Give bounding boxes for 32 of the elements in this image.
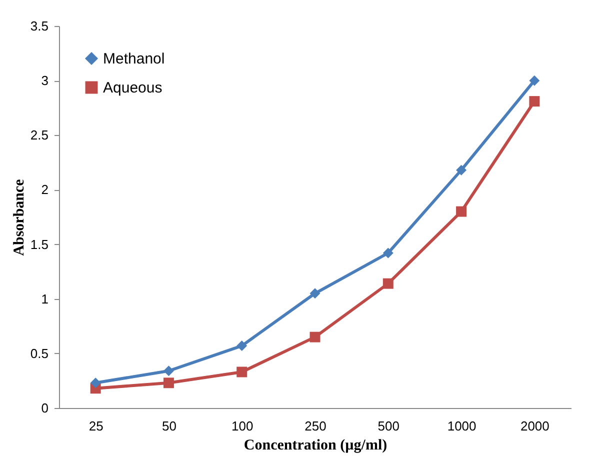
point <box>310 288 320 299</box>
y-tick-label: 1.5 <box>30 236 48 252</box>
x-tick-label: 100 <box>232 418 254 434</box>
point <box>310 332 320 342</box>
x-tick-label: 1000 <box>447 418 476 434</box>
x-tick-label: 250 <box>304 418 326 434</box>
point <box>90 378 101 388</box>
y-tick-label: 0 <box>41 400 48 416</box>
x-tick-label: 25 <box>88 418 104 434</box>
point <box>456 164 467 176</box>
point <box>382 278 394 289</box>
point <box>529 75 540 86</box>
y-tick-label: 3 <box>41 73 48 88</box>
point <box>163 366 174 376</box>
point <box>236 366 248 378</box>
y-axis-title: Absorbance <box>11 178 28 256</box>
y-tick-label: 2.5 <box>30 128 48 143</box>
y-tick-label: 2 <box>41 182 48 198</box>
point <box>163 378 174 388</box>
point <box>236 340 248 352</box>
point <box>529 96 540 107</box>
x-tick-label: 500 <box>378 418 400 434</box>
x-tick-label: 50 <box>162 418 176 434</box>
point <box>456 206 467 217</box>
y-tick-label: 0.5 <box>30 346 48 361</box>
point <box>382 248 394 258</box>
y-tick-label: 1 <box>41 291 48 306</box>
x-tick-label: 2000 <box>520 418 550 434</box>
y-tick-label: 3.5 <box>30 18 48 34</box>
legend-label: Methanol <box>103 50 165 68</box>
legend-label: Aqueous <box>103 80 162 96</box>
x-axis-title: Concentration (µg/ml) <box>244 438 388 454</box>
